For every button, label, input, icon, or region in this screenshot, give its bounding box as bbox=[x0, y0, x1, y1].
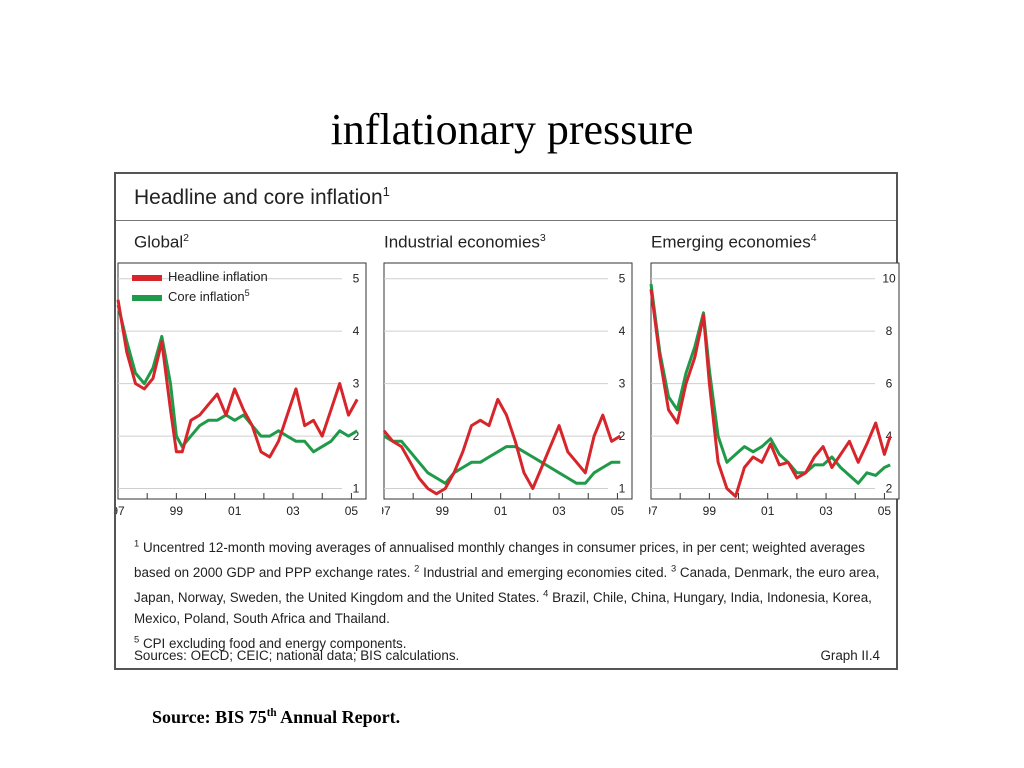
x-tick-label: 03 bbox=[819, 504, 833, 518]
notes-footer: Sources: OECD; CEIC; national data; BIS … bbox=[134, 648, 886, 663]
panel-title-global: Global2 bbox=[134, 232, 189, 253]
legend-label: Headline inflation bbox=[168, 269, 268, 284]
panel-title-text: Industrial economies bbox=[384, 232, 540, 252]
footnote-3: 3 Canada, Denmark, the euro area, Japan,… bbox=[134, 563, 880, 606]
panel-title-ref: 3 bbox=[539, 232, 546, 244]
legend-label: Core inflation5 bbox=[168, 288, 250, 304]
figure-panel: Headline and core inflation1 Global2 Ind… bbox=[114, 172, 900, 670]
footnote-text: Brazil, Chile, China, Hungary, India, In… bbox=[134, 590, 872, 626]
footnote-ref: 4 bbox=[543, 588, 549, 599]
source-suffix: Annual Report. bbox=[276, 707, 401, 727]
y-tick-label: 1 bbox=[619, 482, 626, 496]
x-tick-label: 97 bbox=[649, 504, 658, 518]
chart-global: 1 2 3 4 5 97 99 01 03 05 Headline inflation Core in… bbox=[116, 262, 367, 518]
x-tick-label: 99 bbox=[170, 504, 184, 518]
series-line-core bbox=[649, 283, 891, 485]
figure-title-ref: 1 bbox=[382, 184, 390, 199]
x-tick-label: 01 bbox=[228, 504, 242, 518]
legend-swatch bbox=[132, 295, 162, 301]
legend-swatch bbox=[132, 275, 162, 281]
y-tick-label: 5 bbox=[619, 272, 626, 286]
graph-reference: Graph II.4 bbox=[820, 648, 880, 663]
source-sup: th bbox=[266, 707, 277, 719]
sources-text: Sources: OECD; CEIC; national data; BIS … bbox=[134, 648, 460, 663]
panel-title-ref: 2 bbox=[183, 232, 189, 244]
y-tick-label: 5 bbox=[353, 272, 360, 286]
footnote-text: CPI excluding food and energy components… bbox=[139, 635, 407, 651]
footnote-ref: 2 bbox=[414, 563, 420, 574]
panel-title-emerging: Emerging economies4 bbox=[651, 232, 817, 253]
series-line-headline bbox=[116, 299, 359, 459]
series-line-core bbox=[383, 434, 621, 485]
x-tick-label: 97 bbox=[382, 504, 391, 518]
figure-title: Headline and core inflation1 bbox=[134, 184, 390, 210]
y-tick-label: 10 bbox=[882, 272, 896, 286]
panel-title-industrial: Industrial economies3 bbox=[384, 232, 546, 253]
footnote-2: 2 Industrial and emerging economies cite… bbox=[414, 563, 671, 581]
footnote-5: 5 CPI excluding food and energy componen… bbox=[134, 634, 407, 651]
footnote-text: Uncentred 12-month moving averages of an… bbox=[134, 540, 865, 581]
chart-legend: Headline inflation Core inflation5 bbox=[132, 269, 268, 304]
series-line-headline bbox=[382, 397, 622, 496]
chart-emerging: 2468109799010305 bbox=[649, 262, 900, 518]
footnote-text: Industrial and emerging economies cited. bbox=[419, 565, 671, 581]
y-tick-label: 4 bbox=[619, 324, 626, 338]
title-divider bbox=[116, 220, 896, 221]
chart-industrial: 1 2 3 4 5 97 99 01 03 05 bbox=[382, 262, 633, 518]
slide-title: inflationary pressure bbox=[330, 105, 694, 154]
y-tick-label: 2 bbox=[619, 429, 626, 443]
y-tick-label: 4 bbox=[353, 324, 360, 338]
panel-title-ref: 4 bbox=[810, 232, 817, 244]
x-tick-label: 99 bbox=[436, 504, 450, 518]
source-prefix: Source: BIS 75 bbox=[152, 707, 267, 727]
footnote-ref: 3 bbox=[670, 563, 677, 574]
footnote-ref: 1 bbox=[134, 539, 140, 549]
y-tick-label: 2 bbox=[886, 482, 893, 496]
x-tick-label: 05 bbox=[878, 504, 892, 518]
y-tick-label: 8 bbox=[886, 324, 893, 338]
y-tick-label: 6 bbox=[886, 377, 893, 391]
panel-title-text: Emerging economies bbox=[651, 232, 811, 252]
footnote-4: 4 Brazil, Chile, China, Hungary, India, … bbox=[134, 588, 872, 626]
plot-frame bbox=[383, 262, 633, 500]
x-tick-label: 03 bbox=[286, 504, 300, 518]
y-tick-label: 3 bbox=[619, 377, 626, 391]
x-tick-label: 01 bbox=[494, 504, 508, 518]
panel-title-text: Global bbox=[134, 232, 184, 252]
x-tick-label: 05 bbox=[345, 504, 359, 518]
footnote-1: 1 Uncentred 12-month moving averages of … bbox=[134, 539, 865, 581]
x-tick-label: 05 bbox=[611, 504, 625, 518]
series-line-core bbox=[116, 304, 358, 454]
x-tick-label: 03 bbox=[552, 504, 566, 518]
x-tick-label: 99 bbox=[703, 504, 717, 518]
plot-frame bbox=[117, 262, 367, 500]
y-tick-label: 1 bbox=[353, 482, 360, 496]
y-tick-label: 2 bbox=[353, 429, 360, 443]
series-line-headline bbox=[649, 289, 892, 498]
x-tick-label: 97 bbox=[116, 504, 125, 518]
slide-source: Source: BIS 75th Annual Report. bbox=[152, 707, 400, 728]
footnote-ref: 5 bbox=[134, 634, 140, 645]
footnote-text: Canada, Denmark, the euro area, Japan, N… bbox=[134, 565, 880, 606]
figure-title-text: Headline and core inflation bbox=[134, 186, 383, 209]
footnotes: 1 Uncentred 12-month moving averages of … bbox=[134, 534, 886, 654]
y-tick-label: 3 bbox=[353, 377, 360, 391]
x-tick-label: 01 bbox=[761, 504, 775, 518]
